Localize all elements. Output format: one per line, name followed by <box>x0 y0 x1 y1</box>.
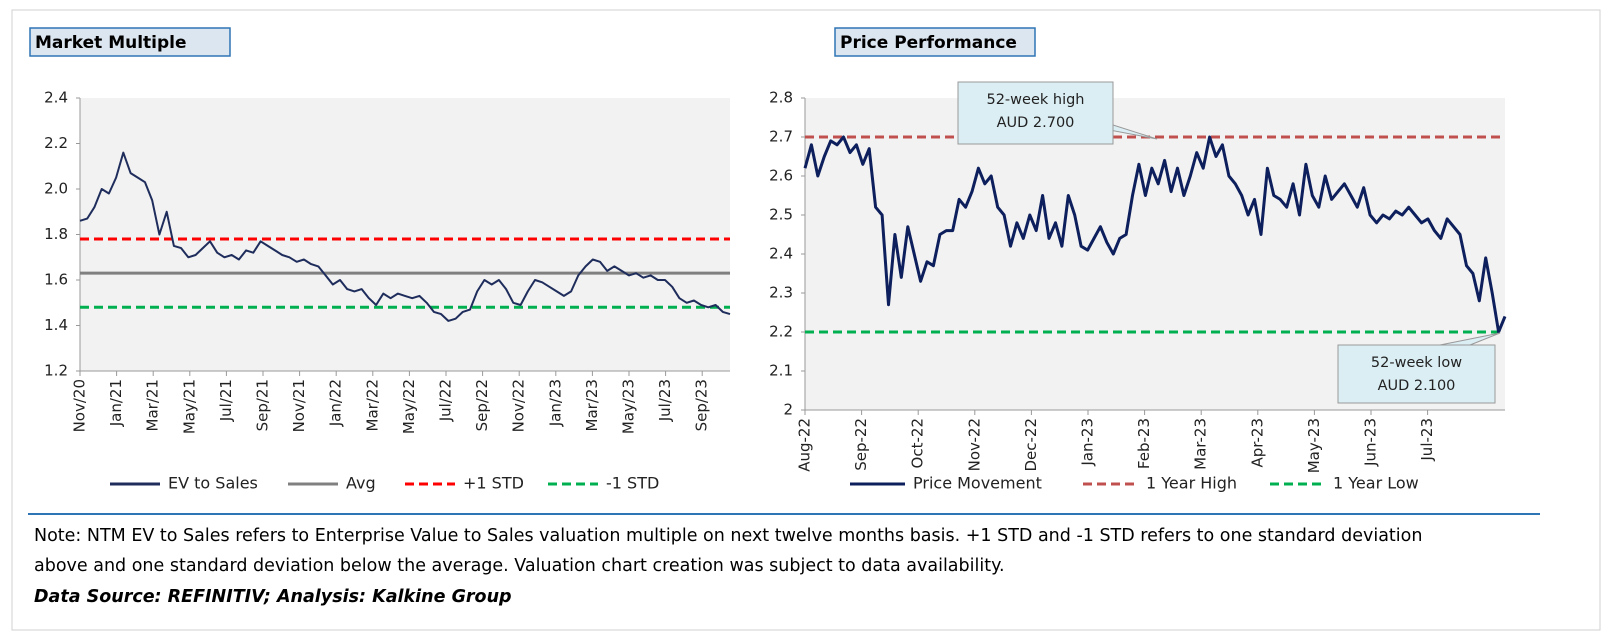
legend-label: Avg <box>346 474 376 493</box>
callout-box <box>957 81 1114 145</box>
x-tick-label: Jan/22 <box>327 379 345 427</box>
x-tick-label: May/22 <box>400 379 418 434</box>
y-tick-label: 2.6 <box>769 167 793 185</box>
x-tick-label: Dec-22 <box>1022 418 1040 472</box>
x-tick-label: Jan/21 <box>107 379 125 427</box>
x-tick-label: Aug-22 <box>796 418 814 472</box>
x-tick-label: Jul-23 <box>1418 418 1436 462</box>
x-tick-label: Jan-23 <box>1079 418 1097 467</box>
x-tick-label: Sep/21 <box>254 379 272 431</box>
y-tick-label: 1.8 <box>44 225 68 243</box>
y-tick-label: 2.7 <box>769 128 793 146</box>
data-line <box>79 151 731 322</box>
y-tick-label: 2 <box>783 401 793 419</box>
x-tick-label: Sep/23 <box>693 379 711 431</box>
y-tick-label: 1.4 <box>44 316 68 334</box>
x-tick-label: Jul/23 <box>656 379 674 422</box>
x-tick-label: Jun-23 <box>1362 418 1380 467</box>
x-tick-label: Mar/23 <box>583 379 601 431</box>
note-line: Note: NTM EV to Sales refers to Enterpri… <box>34 526 1422 546</box>
legend-label: Price Movement <box>913 474 1042 493</box>
x-tick-label: Nov/20 <box>71 379 89 432</box>
y-tick-label: 2.5 <box>769 206 793 224</box>
y-tick-label: 2.2 <box>44 134 68 152</box>
data-line <box>803 135 1507 334</box>
x-tick-label: Mar-23 <box>1192 418 1210 470</box>
y-tick-label: 1.2 <box>44 362 68 380</box>
y-tick-label: 2.0 <box>44 180 68 198</box>
x-tick-label: Jul/22 <box>437 379 455 422</box>
chart-title: Market Multiple <box>35 33 187 53</box>
callout-pointer <box>1439 332 1501 346</box>
legend-label: EV to Sales <box>168 474 258 493</box>
x-tick-label: Nov/21 <box>290 379 308 432</box>
x-tick-label: Jul/21 <box>217 379 235 422</box>
callout-text: 52-week high <box>986 92 1084 108</box>
source: Data Source: REFINITIV; Analysis: Kalkin… <box>34 587 512 607</box>
x-tick-label: Jan/23 <box>546 379 564 427</box>
x-tick-label: Apr-23 <box>1248 418 1266 468</box>
x-tick-label: Mar/21 <box>144 379 162 431</box>
x-tick-label: Nov/22 <box>510 379 528 432</box>
legend-label: 1 Year Low <box>1333 474 1419 493</box>
y-tick-label: 2.4 <box>44 89 68 107</box>
y-tick-label: 2.3 <box>769 284 793 302</box>
x-tick-label: May/21 <box>180 379 198 434</box>
x-tick-label: May/23 <box>620 379 638 434</box>
callout-text: AUD 2.700 <box>997 115 1075 131</box>
x-tick-label: May-23 <box>1305 418 1323 473</box>
plot-area <box>80 98 730 371</box>
x-tick-label: Sep/22 <box>473 379 491 431</box>
legend-label: +1 STD <box>463 474 524 493</box>
x-tick-label: Oct-22 <box>909 418 927 468</box>
callout-text: AUD 2.100 <box>1378 378 1456 394</box>
title-box <box>834 27 1036 57</box>
x-tick-label: Feb-23 <box>1135 418 1153 469</box>
legend-label: 1 Year High <box>1146 474 1237 493</box>
callout-box <box>1337 344 1496 404</box>
x-tick-label: Sep-22 <box>852 418 870 471</box>
callout-text: 52-week low <box>1371 355 1462 371</box>
y-tick-label: 1.6 <box>44 271 68 289</box>
y-tick-label: 2.8 <box>769 89 793 107</box>
title-box <box>29 27 231 57</box>
chart-title: Price Performance <box>840 33 1017 53</box>
x-tick-label: Nov-22 <box>965 418 983 471</box>
note-line: above and one standard deviation below t… <box>34 556 1005 576</box>
legend-label: -1 STD <box>606 474 659 493</box>
y-tick-label: 2.2 <box>769 323 793 341</box>
x-tick-label: Mar/22 <box>363 379 381 431</box>
y-tick-label: 2.1 <box>769 362 793 380</box>
y-tick-label: 2.4 <box>769 245 793 263</box>
